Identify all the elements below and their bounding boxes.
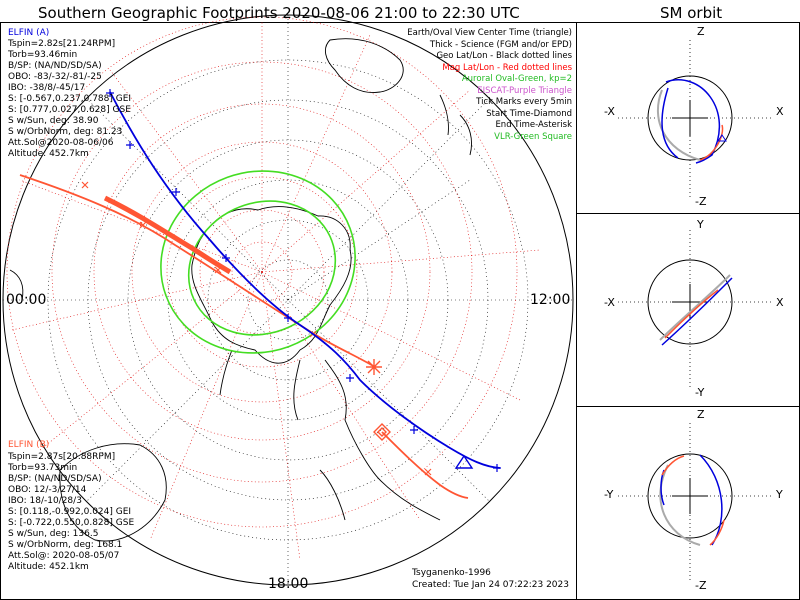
hour-label-left: 00:00 [6, 292, 47, 308]
orbit1-right: X [776, 105, 784, 118]
orbit3-top: Z [697, 408, 705, 421]
orbit3-left: -Y [604, 488, 614, 501]
elfin-a-center-triangle [454, 454, 474, 469]
orbit3-bottom: -Z [695, 579, 707, 592]
orbit3-right: Y [776, 488, 783, 501]
created-label: Created: Tue Jan 24 07:22:23 2023 [412, 580, 569, 590]
orbit-panel-3 [618, 423, 772, 583]
auroral-oval [160, 170, 356, 354]
legend-item: Earth/Oval View Center Time (triangle) [407, 28, 572, 38]
elfin-b-name: ELFIN (B) [8, 440, 50, 450]
legend-item: VLR-Green Square [494, 131, 572, 142]
orbit2-left: -X [604, 296, 615, 309]
legend-item: Auroral Oval-Green, kp=2 [461, 74, 572, 84]
legend-item: EISCAT-Purple Triangle [477, 85, 572, 96]
geo-lat-lines [3, 15, 573, 585]
legend: Earth/Oval View Center Time (triangle) T… [407, 28, 572, 143]
orbit1-left: -X [604, 105, 615, 118]
mag-lat-lines [6, 16, 541, 561]
legend-item: Geo Lat/Lon - Black dotted lines [436, 51, 572, 61]
orbit-panel-2 [618, 230, 772, 390]
elfin-b-info: Tspin=2.87s[20.88RPM] Torb=93.73min B/SP… [8, 452, 135, 572]
orbit-frame-2 [576, 213, 800, 407]
elfin-a-ticks [106, 89, 501, 472]
elfin-b-end-asterisk [366, 359, 382, 375]
elfin-b-track [19, 174, 469, 499]
orbit2-top: Y [697, 218, 704, 231]
model-label: Tsyganenko-1996 [412, 568, 491, 578]
elfin-a-name: ELFIN (A) [8, 28, 50, 38]
main-title: Southern Geographic Footprints 2020-08-0… [38, 4, 520, 22]
hour-label-bottom: 18:00 [268, 576, 309, 592]
legend-item: Thick - Science (FGM and/or EPD) [429, 39, 572, 50]
elfin-b-start-diamond [373, 423, 391, 441]
orbit1-bottom: -Z [695, 195, 707, 208]
orbit-frame-3 [576, 406, 800, 600]
orbit1-top: Z [697, 25, 705, 38]
elfin-a-track [106, 89, 501, 472]
legend-item: Tick Marks every 5min [476, 97, 572, 107]
legend-item: End Time-Asterisk [495, 120, 572, 130]
orbit2-right: X [776, 296, 784, 309]
orbit-panel-1 [618, 40, 772, 200]
orbit-title: SM orbit [660, 4, 723, 22]
legend-item: Start Time-Diamond [486, 108, 572, 119]
orbit2-bottom: -Y [695, 386, 705, 399]
elfin-a-info: Tspin=2.82s[21.24RPM] Torb=93.46min B/SP… [8, 39, 132, 159]
hour-label-right: 12:00 [530, 292, 571, 308]
legend-item: Mag Lat/Lon - Red dotted lines [442, 62, 572, 73]
